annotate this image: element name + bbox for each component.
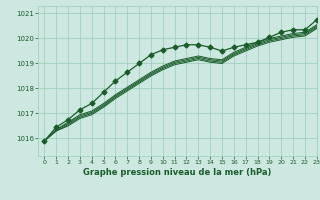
X-axis label: Graphe pression niveau de la mer (hPa): Graphe pression niveau de la mer (hPa): [84, 168, 272, 177]
